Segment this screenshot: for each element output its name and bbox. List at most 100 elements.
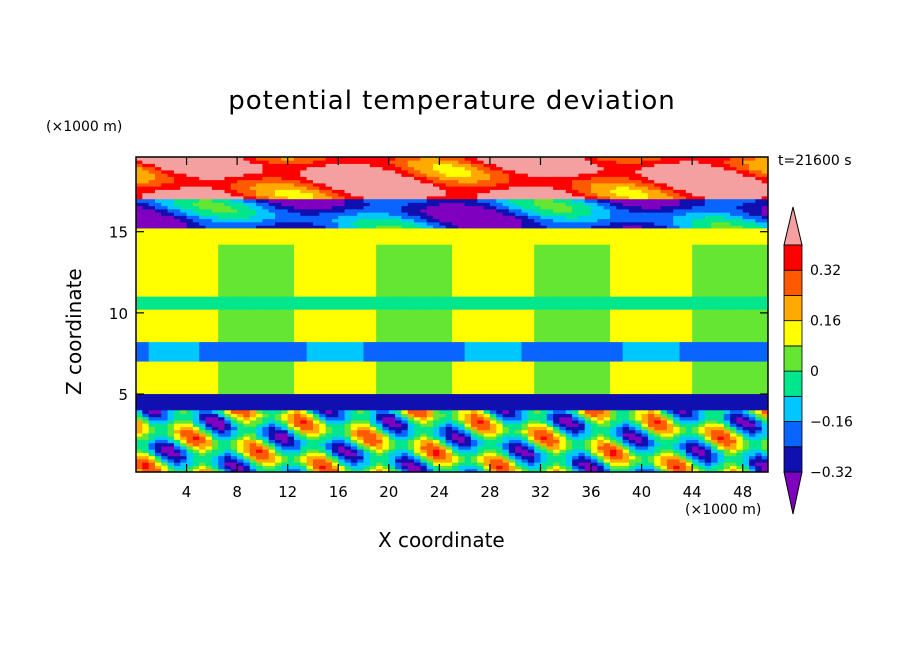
field-cell [559, 264, 567, 268]
field-cell [508, 335, 516, 340]
field-cell [698, 173, 706, 177]
field-cell [161, 202, 168, 207]
field-cell [294, 205, 301, 210]
field-cell [243, 189, 251, 194]
field-cell [736, 303, 744, 307]
field-cell [414, 179, 421, 184]
field-cell [565, 335, 573, 340]
field-cell [527, 257, 535, 262]
field-cell [591, 179, 598, 184]
field-cell [388, 254, 396, 259]
field-cell [641, 303, 649, 307]
field-cell [641, 296, 649, 301]
field-cell [275, 257, 282, 262]
field-cell [610, 212, 617, 216]
field-cell [218, 299, 225, 304]
field-cell [610, 277, 617, 281]
field-cell [382, 160, 390, 164]
field-cell [388, 247, 396, 252]
field-cell [749, 335, 756, 340]
field-cell [622, 244, 630, 249]
field-cell [698, 251, 706, 255]
field-cell [211, 182, 219, 187]
field-cell [521, 157, 529, 161]
field-cell [553, 293, 560, 298]
field-cell [294, 286, 301, 291]
field-cell [344, 251, 352, 255]
field-cell [647, 189, 655, 194]
field-cell [717, 166, 725, 171]
field-cell [186, 234, 194, 239]
field-cell [350, 182, 358, 187]
field-cell [666, 264, 674, 268]
field-cell [546, 202, 554, 207]
field-cell [502, 199, 510, 203]
field-cell [654, 247, 661, 252]
field-cell [736, 215, 744, 220]
field-cell [673, 205, 680, 210]
field-cell [439, 267, 447, 272]
field-cell [136, 241, 143, 246]
field-cell [192, 257, 200, 262]
field-cell [761, 280, 769, 285]
field-cell [161, 303, 168, 307]
field-cell [527, 247, 535, 252]
field-cell [521, 212, 529, 216]
field-cell [268, 179, 276, 184]
field-cell [211, 241, 219, 246]
field-cell [154, 212, 162, 216]
field-cell [426, 332, 434, 337]
field-cell [489, 199, 497, 203]
field-cell [148, 270, 156, 275]
field-cell [483, 179, 491, 184]
field-cell [704, 251, 712, 255]
field-cell [350, 273, 358, 278]
field-cell [306, 186, 314, 190]
field-cell [578, 169, 586, 174]
field-cell [192, 283, 200, 288]
field-cell [578, 176, 586, 181]
field-cell [338, 264, 345, 268]
field-cell [452, 212, 459, 216]
field-cell [205, 231, 213, 236]
field-cell [660, 273, 668, 278]
field-cell [578, 228, 586, 233]
field-cell [679, 251, 687, 255]
field-cell [736, 247, 744, 252]
field-cell [401, 247, 409, 252]
field-cell [755, 189, 763, 194]
field-cell [243, 332, 251, 337]
field-cell [723, 290, 731, 294]
field-cell [534, 293, 541, 298]
field-cell [452, 273, 459, 278]
field-cell [521, 221, 529, 226]
field-cell [363, 218, 371, 223]
field-cell [414, 244, 421, 249]
field-cell [546, 228, 554, 233]
field-cell [559, 208, 567, 213]
field-cell [439, 166, 447, 171]
field-cell [395, 238, 402, 242]
field-cell [610, 290, 617, 294]
field-cell [420, 257, 428, 262]
field-cell [546, 199, 554, 203]
field-cell [635, 221, 642, 226]
field-cell [287, 234, 295, 239]
field-cell [426, 335, 434, 340]
field-cell [749, 221, 756, 226]
field-cell [249, 293, 257, 298]
field-cell [508, 231, 516, 236]
field-cell [540, 192, 548, 197]
field-cell [704, 303, 712, 307]
field-cell [515, 247, 522, 252]
field-cell [205, 173, 213, 177]
field-cell [502, 277, 510, 281]
field-cell [534, 176, 541, 181]
field-cell [458, 296, 466, 301]
field-cell [180, 254, 187, 259]
field-cell [666, 173, 674, 177]
field-cell [325, 195, 333, 200]
field-cell [294, 335, 301, 340]
field-cell [382, 241, 390, 246]
field-cell [388, 205, 396, 210]
